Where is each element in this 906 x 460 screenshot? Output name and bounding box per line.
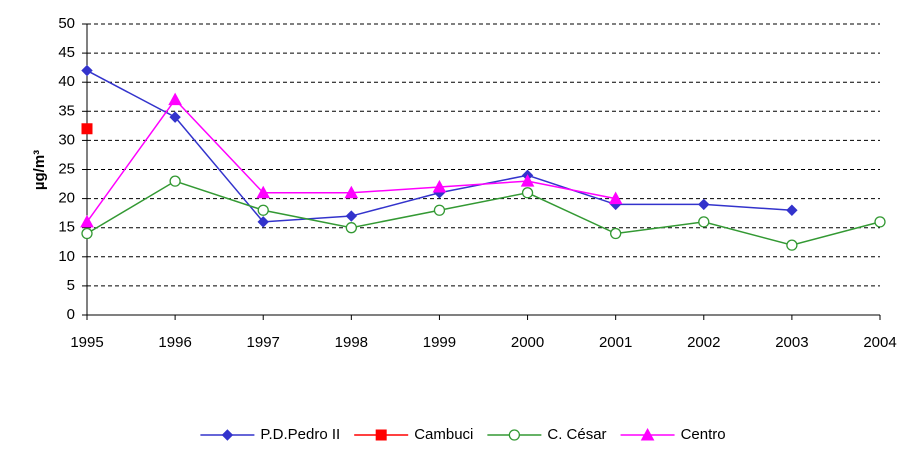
marker [698, 198, 710, 211]
marker [257, 204, 269, 216]
legend-label: Cambuci [414, 426, 473, 443]
y-tick-label: 0 [67, 306, 75, 323]
marker [345, 210, 358, 222]
marker [169, 175, 181, 187]
y-tick-label: 15 [58, 219, 75, 236]
y-tick-label: 20 [58, 190, 75, 207]
series-line [86, 69, 792, 223]
marker [433, 204, 446, 216]
x-tick-label: 2001 [599, 334, 632, 351]
marker [432, 179, 447, 193]
marker [80, 214, 94, 228]
marker [786, 239, 798, 251]
x-tick-label: 1996 [158, 334, 191, 351]
legend-label: P.D.Pedro II [260, 426, 340, 443]
legend-label: C. César [547, 426, 606, 443]
y-tick-label: 5 [67, 277, 75, 294]
x-tick-label: 1999 [423, 334, 456, 351]
series-line [86, 98, 616, 223]
y-tick-label: 10 [58, 248, 75, 265]
marker [521, 187, 534, 199]
marker [169, 111, 181, 123]
marker [608, 191, 623, 205]
legend-marker [221, 429, 234, 441]
legend-label: Centro [681, 426, 726, 443]
legend-marker [640, 427, 655, 441]
marker [874, 216, 886, 228]
legend-marker [508, 429, 521, 441]
y-tick-label: 45 [58, 44, 75, 61]
marker [168, 92, 182, 106]
marker [610, 227, 622, 240]
y-tick-label: 50 [58, 15, 75, 32]
series-line [86, 180, 881, 246]
y-tick-label: 30 [58, 131, 75, 148]
y-axis-label: µg/m³ [31, 150, 48, 190]
marker [256, 185, 271, 199]
x-tick-label: 2003 [775, 334, 808, 351]
marker [81, 227, 93, 240]
y-tick-label: 25 [58, 160, 75, 177]
marker [344, 185, 359, 199]
marker [81, 64, 93, 77]
marker [520, 174, 535, 187]
y-tick-label: 35 [58, 102, 75, 119]
marker [81, 123, 93, 135]
x-tick-label: 1995 [70, 334, 103, 351]
y-tick-label: 40 [58, 73, 75, 90]
x-tick-label: 2002 [687, 334, 720, 351]
x-tick-label: 1998 [335, 334, 368, 351]
legend: P.D.Pedro II Cambuci C. César Centro [200, 426, 726, 443]
marker [345, 222, 357, 234]
marker [698, 216, 710, 228]
x-tick-label: 1997 [247, 334, 280, 351]
marker [257, 216, 269, 228]
legend-marker [375, 429, 387, 441]
x-tick-label: 2004 [863, 334, 896, 351]
x-tick-label: 2000 [511, 334, 544, 351]
marker [786, 204, 798, 216]
